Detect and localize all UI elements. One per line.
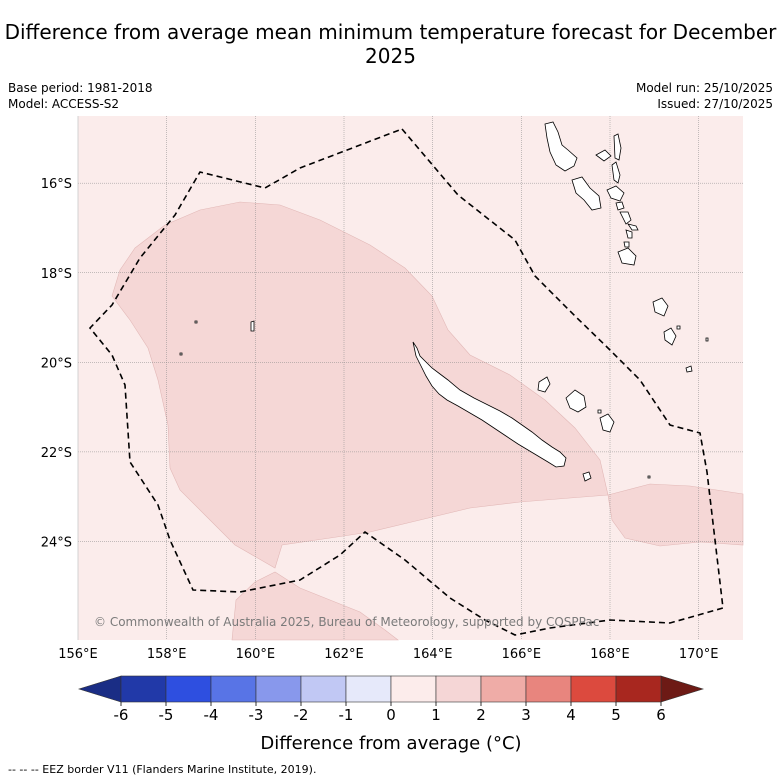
colorbar-tick-label: 3 [521,706,531,724]
lon-tick-label: 156°E [58,647,98,662]
ouvea-island-outline [537,376,551,393]
colorbar-over-arrow [660,675,705,703]
lon-tick-label: 158°E [147,647,187,662]
colorbar-swatch [615,675,662,703]
colorbar-swatch [525,675,572,703]
aniwa-outline [623,241,630,248]
isle-of-pines-outline [582,471,592,482]
colorbar-swatch [210,675,257,703]
colorbar-swatch [165,675,212,703]
erromango-outline [627,223,639,231]
colorbar-swatch [300,675,347,703]
eez-border [88,128,724,636]
lat-tick-label: 16°S [41,177,72,192]
issued-date: Issued: 27/10/2025 [657,97,773,111]
matthew-island-outline [663,327,677,346]
chesterfield-islet-2-outline [194,320,198,324]
lat-tick-label: 24°S [41,535,72,550]
colorbar-swatch [435,675,482,703]
lifou-island-outline [565,389,587,413]
model-run: Model run: 25/10/2025 [635,81,773,95]
chesterfield-islet-1-outline [250,320,255,332]
colorbar-swatch [570,675,617,703]
islet-east-3-outline [705,337,709,342]
colorbar-label: Difference from average (°C) [260,733,521,754]
colorbar-swatch [120,675,167,703]
hunter-island-outline [652,297,669,317]
espiritu-santo-outline [544,121,578,172]
maewo-outline [613,133,622,161]
lon-tick-label: 164°E [413,647,453,662]
colorbar: -6 -5 -4 -3 -2 -1 0 1 2 3 4 5 6 [77,675,705,724]
lon-tick-label: 170°E [679,647,719,662]
aneityum-outline [617,247,637,266]
mare-island-outline [599,413,615,433]
copyright-notice: © Commonwealth of Australia 2025, Bureau… [94,615,599,629]
colorbar-swatch [480,675,527,703]
epi-outline [615,201,625,211]
meta-right: Model run: 25/10/2025 Issued: 27/10/2025 [636,80,773,112]
lon-tick-label: 168°E [590,647,630,662]
lon-tick-label: 162°E [324,647,364,662]
islet-north-outline [597,409,602,414]
colorbar-tick-label: 4 [566,706,576,724]
colorbar-tick-label: -3 [249,706,264,724]
colorbar-tick-label: -4 [204,706,219,724]
colorbar-tick-label: 5 [611,706,621,724]
colorbar-swatch [345,675,392,703]
colorbar-tick-label: 1 [431,706,441,724]
malekula-outline [571,176,602,211]
islet-east-2-outline [676,325,681,330]
gridlines [78,116,743,640]
colorbar-tick-label: -6 [114,706,129,724]
colorbar-tick-label: -5 [159,706,174,724]
new-caledonia-outline [412,341,567,468]
meta-left: Base period: 1981-2018 Model: ACCESS-S2 [8,80,153,112]
lon-tick-label: 166°E [502,647,542,662]
efate-outline [606,185,625,202]
islet-east-1-outline [685,365,693,373]
map-title: Difference from average mean minimum tem… [4,20,777,68]
base-period: Base period: 1981-2018 [8,81,153,95]
colorbar-under-arrow [77,675,122,703]
chesterfield-islet-3-outline [179,352,183,356]
pentecost-outline [611,161,621,184]
land-outlines [179,121,709,482]
lat-tick-label: 22°S [41,446,72,461]
colorbar-swatch [255,675,302,703]
colorbar-swatch [390,675,437,703]
model-name: Model: ACCESS-S2 [8,97,120,111]
lat-tick-label: 20°S [41,356,72,371]
ambae-outline [595,149,612,162]
colorbar-tick-label: 6 [656,706,666,724]
lon-tick-label: 160°E [236,647,276,662]
colorbar-tick-label: -1 [339,706,354,724]
lat-tick-label: 18°S [41,267,72,282]
eez-footer-note: -- -- -- EEZ border V11 (Flanders Marine… [8,763,317,776]
colorbar-tick-label: 2 [476,706,486,724]
tanna-outline [625,229,633,239]
colorbar-tick-label: 0 [386,706,396,724]
axis-labels: 156°E 158°E 160°E 162°E 164°E 166°E 168°E 170°E… [41,177,719,662]
shepherd-islands-outline [619,211,632,225]
islet-southeast-outline [647,475,651,479]
colorbar-tick-label: -2 [294,706,309,724]
anomaly-region-east [607,483,744,547]
